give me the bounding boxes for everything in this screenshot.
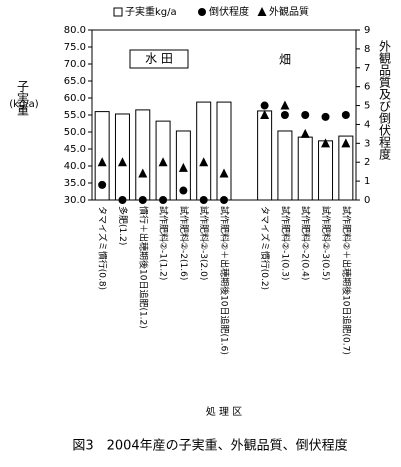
point [98,180,107,189]
x-axis-label: 処 理 区 [206,405,242,418]
bar [318,140,334,201]
point [280,111,289,119]
x-tick-label: 多肥(1.2) [117,206,129,245]
y-tick-label: 45.0 [64,144,86,155]
annotation: 水 田 [145,52,173,66]
legend-label: 子実重kg/a [125,5,177,18]
y2-tick-label: 3 [364,138,370,149]
y-tick-label: 55.0 [64,110,86,121]
y2-tick-label: 4 [364,119,370,130]
bar [114,113,130,201]
bar [338,135,354,201]
point [138,196,147,204]
bar [135,109,151,201]
y2-tick-label: 7 [364,63,370,74]
x-tick-label: 試作肥料②-1(0.3) [279,206,291,280]
point [301,111,310,119]
y-tick-label: 80.0 [64,25,86,36]
y2-axis-label: 外観品質及び倒伏程度 [378,40,392,160]
point [159,196,168,204]
bar [297,136,313,201]
annotation: 畑 [279,53,291,67]
y2-tick-label: 9 [364,25,370,36]
point [178,162,188,172]
y2-tick-label: 5 [364,101,370,112]
x-tick-label: 慣行＋出穂期後10日追肥(1.2) [137,206,149,329]
x-tick-label: タマイズミ慣行(0.2) [259,206,271,290]
point [220,196,228,204]
bar [94,111,110,201]
point [260,101,269,110]
y-tick-label: 35.0 [64,178,86,189]
point [341,138,351,148]
x-tick-label: 試作肥料②-3(0.5) [320,206,332,280]
x-tick-label: 試作肥料②＋出穂期後10日追肥(0.7) [340,206,352,355]
point [321,138,331,148]
y-tick-label: 30.0 [64,195,86,206]
point [199,157,209,167]
point [300,128,310,138]
point [341,111,350,119]
caption: 図3 2004年産の子実重、外観品質、倒伏程度 [72,438,347,454]
y-tick-label: 70.0 [64,59,86,70]
bar [257,110,273,201]
y-axis-label: 子実重 [16,80,30,116]
y-axis-unit: (kg/a) [9,99,39,110]
point [158,157,168,167]
point [260,110,270,119]
legend-label: 外観品質 [269,5,309,18]
point [179,186,188,195]
y2-tick-label: 0 [364,195,370,206]
point [321,112,330,121]
legend-marker [198,8,206,16]
x-tick-label: タマイズミ慣行(0.8) [97,206,109,290]
legend-swatch [113,7,123,17]
y-tick-label: 60.0 [64,93,86,104]
bar [196,101,212,201]
legend-label: 倒伏程度 [209,5,249,18]
y2-tick-label: 8 [364,44,370,55]
x-tick-label: 試作肥料②＋出穂期後10日追肥(1.6) [219,206,231,355]
point [199,196,208,204]
y2-tick-label: 2 [364,157,370,168]
bar [277,130,293,201]
y2-tick-label: 6 [364,82,370,93]
legend-marker [257,7,267,16]
bar [216,101,232,201]
point [118,196,127,204]
point [97,157,107,167]
x-tick-label: 試作肥料②-2(1.6) [178,206,190,280]
y2-tick-label: 1 [364,176,370,187]
y-tick-label: 75.0 [64,42,86,53]
annotation-box [129,49,189,69]
x-tick-label: 試作肥料②-1(1.2) [158,206,170,280]
y-tick-label: 40.0 [64,161,86,172]
point [117,157,127,167]
point [280,100,290,110]
x-tick-label: 試作肥料②-2(0.4) [300,206,312,280]
y-tick-label: 50.0 [64,127,86,138]
y-tick-label: 65.0 [64,76,86,87]
point [219,168,229,178]
point [138,168,148,178]
x-tick-label: 試作肥料②-3(2.0) [198,206,210,280]
